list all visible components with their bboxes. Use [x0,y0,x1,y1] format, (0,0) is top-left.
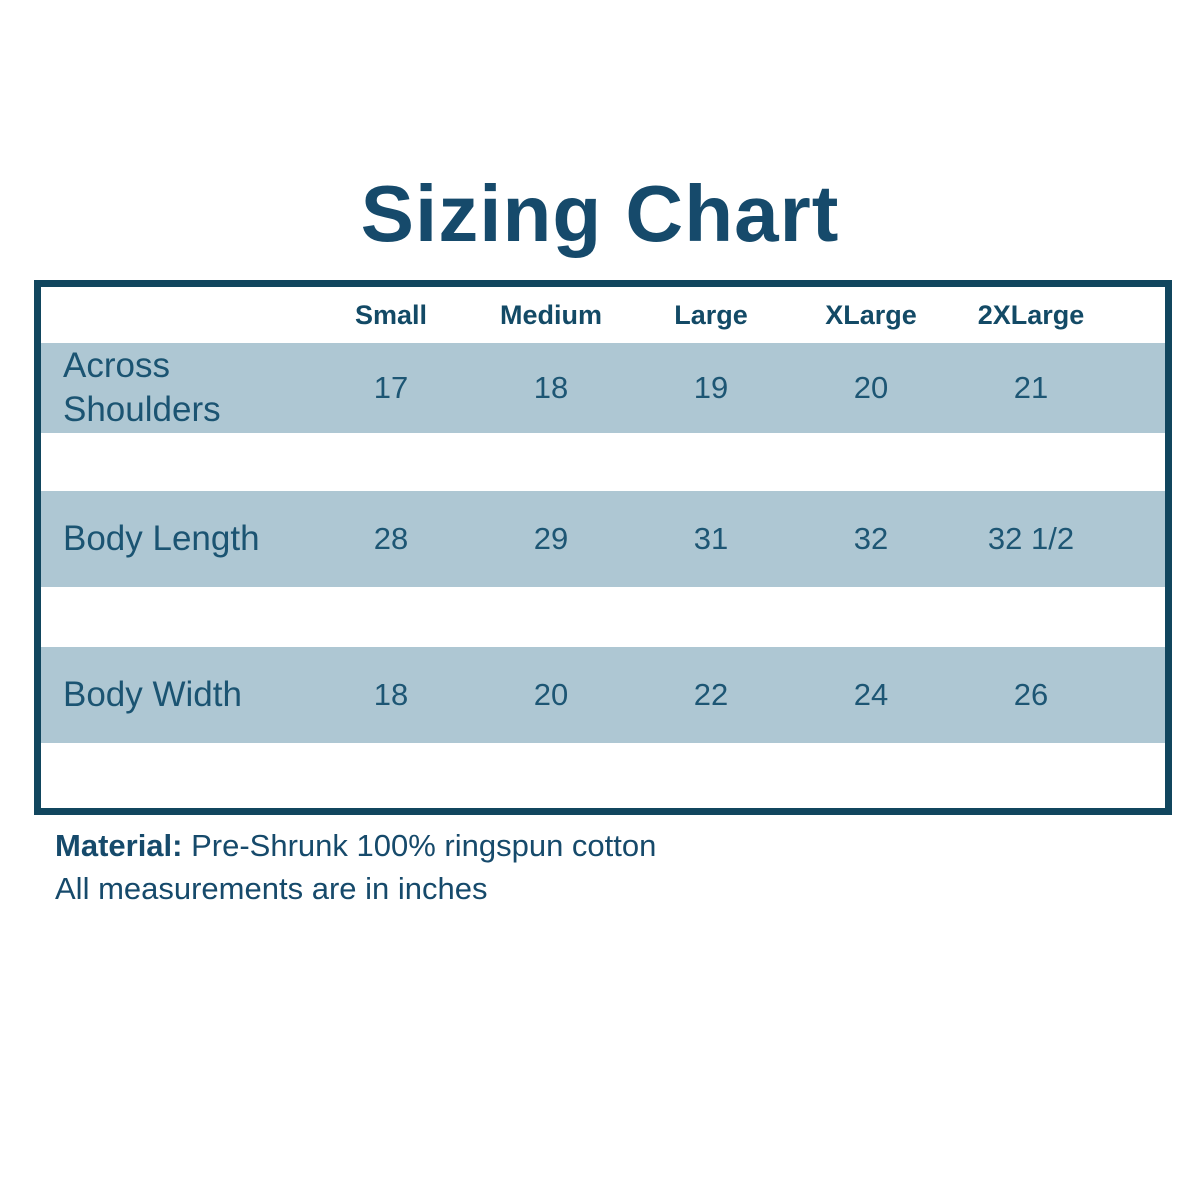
cell-value: 20 [533,677,569,712]
cell-value: 26 [1013,677,1049,712]
cell-value: 31 [693,521,729,556]
size-header-2xlarge: 2XLarge [977,299,1085,330]
size-header-xlarge: XLarge [825,299,917,330]
cell-value: 21 [1013,370,1049,405]
cell-value: 28 [373,521,409,556]
size-header-large: Large [674,299,748,330]
cell-value: 17 [373,370,409,405]
row-label: Body Width [63,675,242,715]
row-label: Body Length [63,519,260,559]
material-line: Material: Pre-Shrunk 100% ringspun cotto… [55,824,656,867]
size-header-row: Small Medium Large XLarge 2XLarge [41,287,1165,343]
table-row-body-length: Body Length 28 29 31 32 32 1/2 [41,491,1165,587]
page-title: Sizing Chart [360,169,840,258]
cell-value: 29 [533,521,569,556]
material-value: Pre-Shrunk 100% ringspun cotton [182,828,657,863]
row-label: Across Shoulders [63,346,221,429]
cell-value: 18 [533,370,569,405]
cell-value: 20 [853,370,889,405]
cell-value: 22 [693,677,729,712]
size-header-small: Small [354,299,428,330]
cell-value: 24 [853,677,889,712]
table-row-across-shoulders: Across Shoulders 17 18 19 20 21 [41,343,1165,433]
table-bottom-spacer [41,743,1165,808]
measurements-note: All measurements are in inches [55,871,488,906]
cell-value: 18 [373,677,409,712]
footer-notes: Material: Pre-Shrunk 100% ringspun cotto… [55,824,656,910]
cell-value: 32 1/2 [987,521,1075,556]
size-header-medium: Medium [499,299,602,330]
material-label: Material: [55,828,183,863]
cell-value: 32 [853,521,889,556]
cell-value: 19 [693,370,729,405]
table-row-body-width: Body Width 18 20 22 24 26 [41,647,1165,743]
sizing-table: Small Medium Large XLarge 2XLarge Across… [34,280,1172,815]
